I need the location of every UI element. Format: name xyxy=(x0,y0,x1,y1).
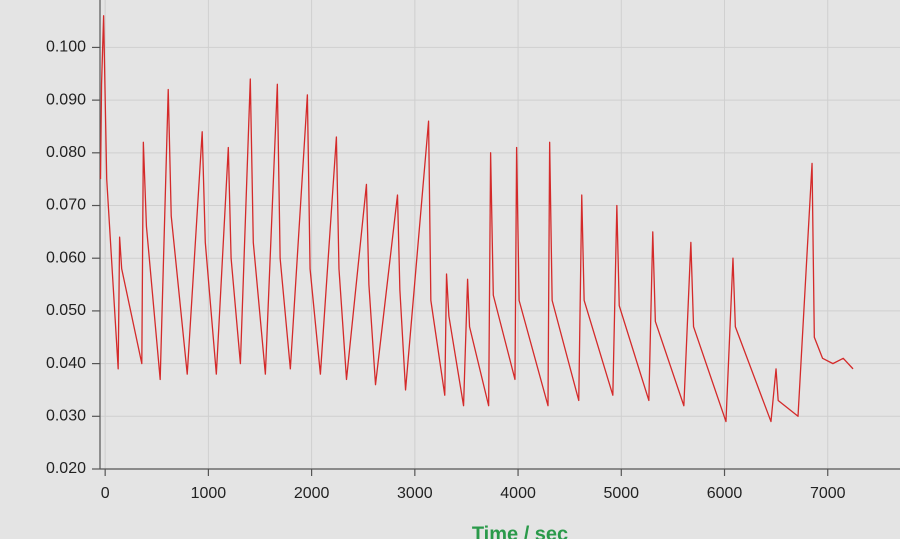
x-tick-label: 1000 xyxy=(191,485,227,502)
x-tick-label: 3000 xyxy=(397,485,433,502)
y-tick-label: 0.020 xyxy=(46,460,86,477)
x-tick-label: 0 xyxy=(101,485,110,502)
x-axis-label: Time / sec xyxy=(472,523,568,539)
x-tick-label: 2000 xyxy=(294,485,330,502)
y-tick-label: 0.080 xyxy=(46,144,86,161)
data-line xyxy=(99,15,854,423)
x-tick-label: 6000 xyxy=(707,485,743,502)
y-tick-label: 0.030 xyxy=(46,408,86,425)
y-tick-label: 0.100 xyxy=(46,39,86,56)
y-tick-label: 0.070 xyxy=(46,197,86,214)
x-tick-label: 4000 xyxy=(500,485,536,502)
y-tick-label: 0.060 xyxy=(46,249,86,266)
x-tick-label: 7000 xyxy=(810,485,846,502)
y-tick-label: 0.090 xyxy=(46,91,86,108)
y-tick-label: 0.050 xyxy=(46,302,86,319)
y-tick-label: 0.040 xyxy=(46,355,86,372)
x-tick-label: 5000 xyxy=(603,485,639,502)
